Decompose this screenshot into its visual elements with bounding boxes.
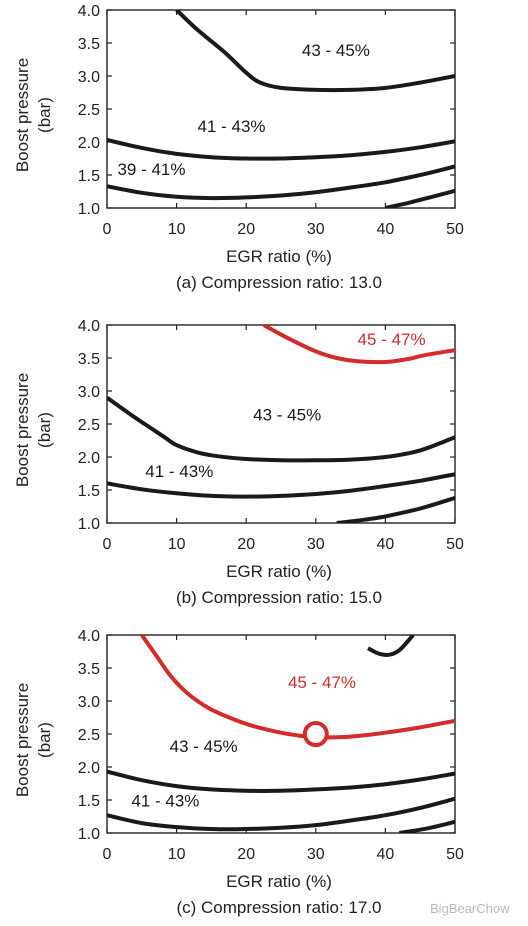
y-tick-label: 4.0 — [78, 3, 100, 20]
x-tick-label: 30 — [307, 536, 325, 553]
y-axis-label: Boost pressure (bar) — [13, 58, 54, 172]
contour-line — [107, 796, 455, 832]
y-tick-label: 4.0 — [78, 628, 100, 645]
y-tick-label: 2.0 — [78, 760, 100, 777]
x-axis-label: EGR ratio (%) — [226, 872, 332, 891]
y-tick-label: 3.0 — [78, 694, 100, 711]
x-tick-label: 20 — [237, 846, 255, 863]
contour-line — [107, 395, 455, 463]
contour-line — [175, 10, 455, 93]
x-tick-label: 40 — [377, 846, 395, 863]
contour-line — [262, 325, 455, 365]
contour-label: 41 - 43% — [145, 462, 213, 481]
contour-line — [107, 769, 455, 793]
x-tick-label: 40 — [377, 221, 395, 238]
contour-line — [367, 635, 415, 657]
y-tick-label: 1.0 — [78, 516, 100, 533]
y-axis-label-line: Boost pressure — [13, 373, 32, 487]
y-tick-label: 3.0 — [78, 69, 100, 86]
x-tick-label: 40 — [377, 536, 395, 553]
y-axis-label-line: (bar) — [35, 97, 54, 133]
y-axis-label-line: Boost pressure — [13, 683, 32, 797]
x-tick-label: 10 — [168, 536, 186, 553]
y-tick-label: 3.0 — [78, 384, 100, 401]
contour-label: 43 - 45% — [253, 406, 321, 425]
y-tick-label: 3.5 — [78, 351, 100, 368]
x-tick-label: 0 — [103, 221, 112, 238]
contour-lines — [107, 10, 455, 208]
y-tick-label: 3.5 — [78, 36, 100, 53]
panel-3: 0 10 20 30 40 50 1.0 1.5 2.0 2.5 3.0 3.5 4.0 EGR rati… — [13, 628, 464, 917]
y-tick-label: 2.5 — [78, 102, 100, 119]
x-tick-label: 50 — [446, 536, 464, 553]
x-tick-label: 0 — [103, 536, 112, 553]
y-tick-label: 4.0 — [78, 318, 100, 335]
y-tick-label: 2.0 — [78, 135, 100, 152]
panel-caption: (c) Compression ratio: 17.0 — [176, 898, 381, 917]
contour-label: 41 - 43% — [131, 792, 199, 811]
x-tick-label: 50 — [446, 846, 464, 863]
contour-label: 45 - 47% — [358, 330, 426, 349]
x-tick-label: 10 — [168, 846, 186, 863]
y-axis-label-line: Boost pressure — [13, 58, 32, 172]
contour-label: 43 - 45% — [302, 41, 370, 60]
y-axis-label: Boost pressure (bar) — [13, 373, 54, 487]
x-tick-label: 20 — [237, 221, 255, 238]
x-tick-label: 0 — [103, 846, 112, 863]
contour-label: 41 - 43% — [197, 117, 265, 136]
y-tick-label: 2.5 — [78, 417, 100, 434]
y-tick-label: 3.5 — [78, 661, 100, 678]
x-tick-label: 10 — [168, 221, 186, 238]
panel-caption: (b) Compression ratio: 15.0 — [176, 588, 382, 607]
contour-label: 43 - 45% — [170, 737, 238, 756]
contour-line — [398, 819, 455, 833]
y-axis-label-line: (bar) — [35, 722, 54, 758]
contour-lines — [107, 635, 455, 833]
watermark: BigBearChow — [430, 901, 510, 916]
x-axis-label: EGR ratio (%) — [226, 562, 332, 581]
panel-caption: (a) Compression ratio: 13.0 — [176, 273, 382, 292]
y-tick-label: 1.5 — [78, 483, 100, 500]
panel-2: 0 10 20 30 40 50 1.0 1.5 2.0 2.5 3.0 3.5 4.0 EGR rati… — [13, 318, 464, 607]
optimum-point-marker — [302, 721, 329, 747]
contour-label: 39 - 41% — [117, 160, 185, 179]
y-tick-label: 1.5 — [78, 168, 100, 185]
contour-line — [107, 138, 455, 161]
y-tick-label: 2.0 — [78, 450, 100, 467]
x-axis-label: EGR ratio (%) — [226, 247, 332, 266]
y-tick-label: 1.5 — [78, 793, 100, 810]
x-tick-label: 30 — [307, 221, 325, 238]
x-tick-label: 50 — [446, 221, 464, 238]
contour-line — [107, 472, 455, 499]
contour-line — [384, 188, 455, 208]
y-axis-label-line: (bar) — [35, 412, 54, 448]
x-tick-label: 30 — [307, 846, 325, 863]
y-tick-label: 2.5 — [78, 727, 100, 744]
contour-line — [336, 495, 455, 523]
contour-line — [140, 635, 455, 740]
y-axis-label: Boost pressure (bar) — [13, 683, 54, 797]
contour-label: 45 - 47% — [288, 673, 356, 692]
y-tick-label: 1.0 — [78, 826, 100, 843]
contour-lines — [107, 325, 455, 523]
y-tick-label: 1.0 — [78, 201, 100, 218]
contour-line — [107, 164, 455, 201]
panel-1: 0 10 20 30 40 50 1.0 1.5 2.0 2.5 3.0 3.5 4.0 EGR rati… — [13, 3, 464, 292]
x-tick-label: 20 — [237, 536, 255, 553]
